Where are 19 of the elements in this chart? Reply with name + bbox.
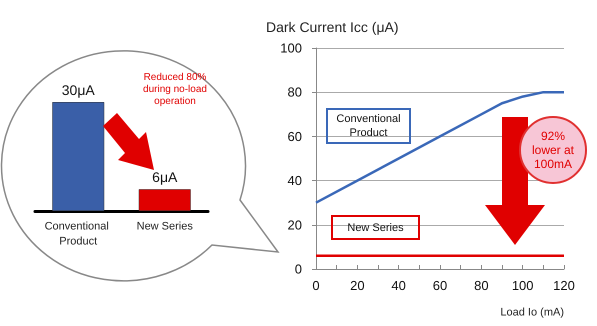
data-label: 6μA [152,169,178,186]
y-tick-label: 100 [280,40,302,56]
y-axis-title: Dark Current Icc (μA) [266,19,399,35]
data-label: 30μA [62,82,96,98]
x-tick-label: 120 [553,278,575,293]
x-tick-label: 20 [350,278,365,293]
y-tick-label: 40 [288,173,302,188]
x-tick-label: 0 [312,278,320,293]
x-tick-label: 100 [512,278,534,293]
annotation: 92% lower at 100mA [519,116,587,184]
x-tick-label: 40 [391,278,406,293]
y-tick-label: 60 [288,128,302,144]
x-axis-title: Load Io (mA) [500,306,564,318]
y-tick-label: 80 [288,84,302,100]
x-tick-label: 80 [474,278,489,293]
x-tick-label: 60 [432,278,448,293]
annotation: Reduced 80% during no-load operation [142,72,208,108]
y-tick-label: 0 [294,262,302,276]
series-label: Conventional Product [326,108,411,144]
